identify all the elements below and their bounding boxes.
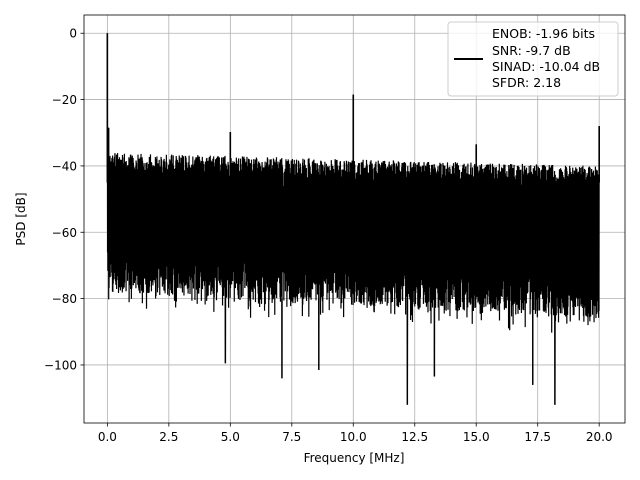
- legend-line-sinad: SINAD: -10.04 dB: [492, 59, 600, 74]
- plot-frame: [83, 14, 626, 424]
- y-axis-label: PSD [dB]: [14, 192, 28, 245]
- y-tick-label: −80: [52, 292, 77, 306]
- x-tick-label: 17.5: [524, 430, 551, 444]
- psd-series: [106, 33, 600, 405]
- y-tick-label: −40: [52, 159, 77, 173]
- x-tick-label: 12.5: [401, 430, 428, 444]
- plot-area: [106, 33, 600, 405]
- x-tick-label: 5.0: [221, 430, 240, 444]
- legend: ENOB: -1.96 bits SNR: -9.7 dB SINAD: -10…: [447, 21, 619, 97]
- x-tick-label: 20.0: [586, 430, 613, 444]
- legend-box: [447, 21, 619, 97]
- legend-line-sfdr: SFDR: 2.18: [492, 75, 561, 90]
- legend-line-snr: SNR: -9.7 dB: [492, 43, 571, 58]
- x-axis-ticks: 0.0 2.5 5.0 7.5 10.0 12.5 15.0 17.5 20.0: [98, 423, 613, 444]
- x-axis-label: Frequency [MHz]: [304, 451, 405, 465]
- y-tick-label: 0: [69, 27, 77, 41]
- y-axis-ticks: 0 −20 −40 −60 −80 −100: [44, 27, 84, 372]
- x-tick-label: 15.0: [463, 430, 490, 444]
- y-tick-label: −100: [44, 358, 77, 372]
- y-tick-label: −60: [52, 226, 77, 240]
- x-tick-label: 2.5: [159, 430, 178, 444]
- x-tick-label: 7.5: [282, 430, 301, 444]
- legend-line-enob: ENOB: -1.96 bits: [492, 26, 595, 41]
- y-tick-label: −20: [52, 93, 77, 107]
- x-tick-label: 0.0: [98, 430, 117, 444]
- x-tick-label: 10.0: [340, 430, 367, 444]
